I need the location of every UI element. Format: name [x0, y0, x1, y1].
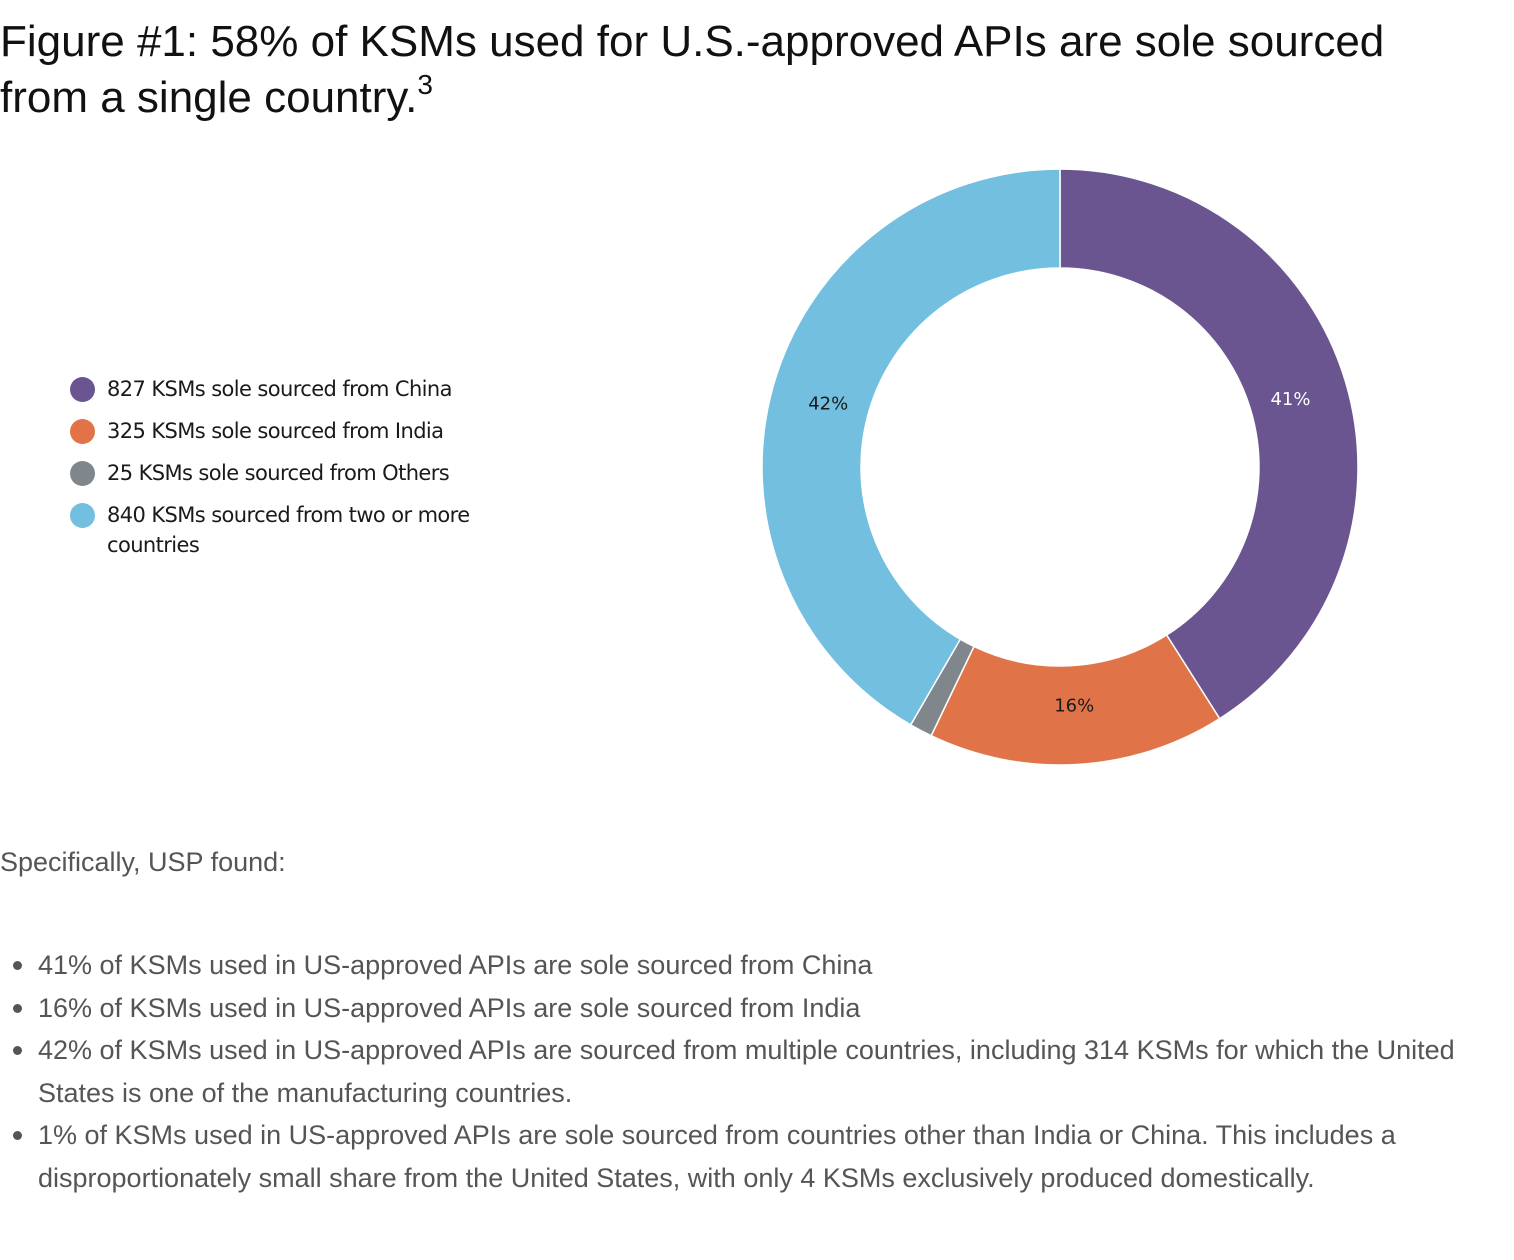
legend-label-china: 827 KSMs sole sourced from China — [107, 377, 452, 401]
bullet-icon — [13, 1131, 22, 1140]
finding-text: 16% of KSMs used in US-approved APIs are… — [38, 992, 861, 1023]
legend-swatch-others — [70, 461, 95, 486]
chart-legend: 827 KSMs sole sourced from China 325 KSM… — [70, 374, 510, 572]
legend-label-others: 25 KSMs sole sourced from Others — [107, 461, 450, 485]
legend-swatch-india — [70, 419, 95, 444]
donut-chart: 41% 16% 42% — [761, 168, 1359, 766]
legend-item-india: 325 KSMs sole sourced from India — [70, 416, 510, 446]
legend-item-others: 25 KSMs sole sourced from Others — [70, 458, 510, 488]
finding-text: 41% of KSMs used in US-approved APIs are… — [38, 950, 873, 980]
legend-label-multiple-countries: 840 KSMs sourced from two or more countr… — [107, 503, 470, 557]
finding-text: 42% of KSMs used in US-approved APIs are… — [38, 1035, 1455, 1108]
slice-label-india: 16% — [1054, 696, 1094, 717]
figure-title: Figure #1: 58% of KSMs used for U.S.-app… — [0, 14, 1480, 131]
slice-multiple-countries — [761, 168, 1061, 726]
legend-swatch-multiple-countries — [70, 503, 95, 528]
finding-multiple-countries: 42% of KSMs used in US-approved APIs are… — [0, 1029, 1480, 1114]
bullet-icon — [13, 1003, 22, 1013]
legend-swatch-china — [70, 377, 95, 402]
finding-india: 16% of KSMs used in US-approved APIs are… — [0, 987, 1480, 1030]
legend-item-china: 827 KSMs sole sourced from China — [70, 374, 510, 404]
legend-item-multiple-countries: 840 KSMs sourced from two or more countr… — [70, 500, 510, 560]
finding-other-countries: 1% of KSMs used in US-approved APIs are … — [0, 1114, 1480, 1199]
footnote-reference[interactable]: 3 — [417, 69, 433, 100]
findings-list: 41% of KSMs used in US-approved APIs are… — [0, 944, 1480, 1199]
figure-title-text: Figure #1: 58% of KSMs used for U.S.-app… — [0, 17, 1385, 122]
bullet-icon — [13, 1046, 22, 1055]
finding-china: 41% of KSMs used in US-approved APIs are… — [0, 944, 1480, 987]
findings-intro: Specifically, USP found: — [0, 847, 286, 877]
slice-label-multiple-countries: 42% — [808, 394, 848, 415]
legend-label-india: 325 KSMs sole sourced from India — [107, 419, 444, 443]
bullet-icon — [13, 961, 22, 970]
finding-text: 1% of KSMs used in US-approved APIs are … — [38, 1120, 1396, 1193]
slice-china — [1059, 168, 1359, 720]
slice-label-china: 41% — [1270, 389, 1310, 410]
